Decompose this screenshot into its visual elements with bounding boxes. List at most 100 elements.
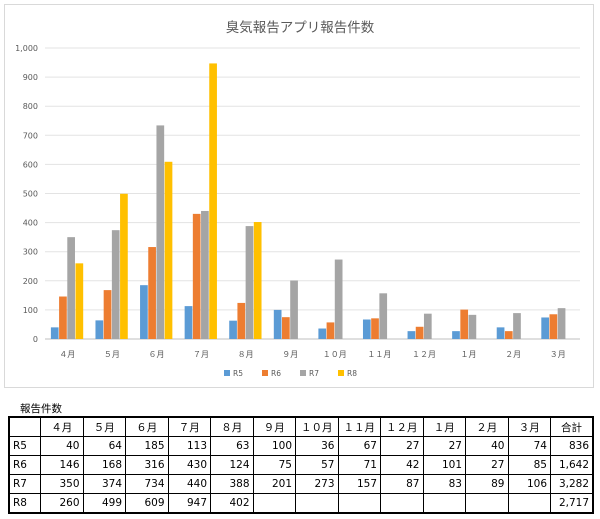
table-cell: 113 <box>167 436 211 456</box>
table-body: R5 40 64 185 113 63 100 36 67 27 27 40 74 836 R6 146 168… <box>8 436 594 514</box>
table-row-label: R6 <box>8 455 41 475</box>
table-cell: 185 <box>125 436 169 456</box>
bar-r8 <box>253 222 262 339</box>
table-cell: 734 <box>125 474 169 494</box>
table-header-cell: １２月 <box>380 416 424 437</box>
bar-r6 <box>415 326 424 339</box>
table-cell: 499 <box>82 493 126 514</box>
y-tick-label: 900 <box>23 73 38 82</box>
bar-r7 <box>156 125 165 339</box>
table-cell <box>295 493 339 514</box>
table-cell <box>380 493 424 514</box>
table-header-cell: １１月 <box>337 416 381 437</box>
table-cell: 74 <box>507 436 551 456</box>
table-cell: 124 <box>210 455 254 475</box>
y-axis-ticks: 0 100 200 300 400 500 600 700 800 900 1,000 <box>15 44 38 344</box>
bar-r5 <box>362 319 371 339</box>
table-total-cell: 3,282 <box>550 474 594 494</box>
table-cell: 609 <box>125 493 169 514</box>
table-cell: 947 <box>167 493 211 514</box>
bar-r8 <box>164 161 173 339</box>
bar-r8 <box>209 63 217 339</box>
y-tick-label: 500 <box>23 190 38 199</box>
bar-r5 <box>184 306 193 339</box>
table-cell: 146 <box>40 455 84 475</box>
table-cell: 168 <box>82 455 126 475</box>
table-cell: 42 <box>380 455 424 475</box>
x-tick-label: １０月 <box>323 350 347 359</box>
table-cell: 106 <box>507 474 551 494</box>
table-cell: 388 <box>210 474 254 494</box>
x-tick-label: ３月 <box>550 350 566 359</box>
table-header-cell: ８月 <box>210 416 254 437</box>
table-total-cell: 2,717 <box>550 493 594 514</box>
bar-r8 <box>120 193 128 339</box>
table-cell <box>507 493 551 514</box>
x-tick-label: １１月 <box>367 350 391 359</box>
bar-r6 <box>549 314 558 339</box>
table-cell: 87 <box>380 474 424 494</box>
bar-r6 <box>103 290 112 339</box>
table-total-cell: 836 <box>550 436 594 456</box>
bar-r5 <box>229 320 237 339</box>
bar-r6 <box>282 317 290 339</box>
x-tick-label: ５月 <box>104 350 120 359</box>
table-header-cell: ４月 <box>40 416 84 437</box>
table-cell: 57 <box>295 455 339 475</box>
table-cell: 75 <box>252 455 296 475</box>
table-row: R6 146 168 316 430 124 75 57 71 42 101 27 85 1,642 <box>8 455 594 475</box>
x-tick-label: ６月 <box>148 350 164 359</box>
table-cell: 157 <box>337 474 381 494</box>
bars <box>50 63 566 339</box>
table-header-row: ４月 ５月 ６月 ７月 ８月 ９月 １０月 １１月 １２月 １月 ２月 ３月 合計 <box>8 416 594 437</box>
bar-r5 <box>273 309 282 339</box>
legend-swatch-r6 <box>262 370 268 376</box>
bar-r7 <box>201 210 209 339</box>
table-row: R5 40 64 185 113 63 100 36 67 27 27 40 74 836 <box>8 436 594 456</box>
bar-r7 <box>111 230 120 339</box>
legend-label-r7: R7 <box>309 369 319 378</box>
table-cell: 440 <box>167 474 211 494</box>
table-header-cell: 合計 <box>550 416 594 437</box>
table-cell <box>465 493 509 514</box>
bar-r6 <box>192 213 201 339</box>
table-cell: 40 <box>465 436 509 456</box>
table-cell: 316 <box>125 455 169 475</box>
bar-r6 <box>148 247 156 339</box>
bar-r5 <box>496 327 505 339</box>
x-tick-label: ２月 <box>505 350 521 359</box>
table-cell: 350 <box>40 474 84 494</box>
bar-r7 <box>379 293 388 339</box>
x-tick-label: ７月 <box>193 350 209 359</box>
y-tick-label: 600 <box>23 160 38 169</box>
table-cell: 374 <box>82 474 126 494</box>
bar-r7 <box>468 314 477 339</box>
y-tick-label: 800 <box>23 102 38 111</box>
y-tick-label: 700 <box>23 131 38 140</box>
bar-r5 <box>318 328 327 339</box>
table-header-cell: ２月 <box>465 416 509 437</box>
y-tick-label: 100 <box>23 306 38 315</box>
table-cell: 36 <box>295 436 339 456</box>
table-cell: 101 <box>422 455 466 475</box>
legend-swatch-r8 <box>338 370 344 376</box>
table-row: R8 260 499 609 947 402 2,717 <box>8 493 594 514</box>
data-table: ４月 ５月 ６月 ７月 ８月 ９月 １０月 １１月 １２月 １月 ２月 ３月 合計 R5 40 64 185 1… <box>8 416 594 514</box>
bar-r7 <box>334 259 343 339</box>
bar-chart: 臭気報告アプリ報告件数 0 100 200 300 400 500 600 700 800 900… <box>15 20 580 378</box>
bar-r7 <box>513 313 521 339</box>
table-header-cell: ９月 <box>252 416 296 437</box>
bar-r5 <box>541 317 550 339</box>
table-row-label: R5 <box>8 436 41 456</box>
y-tick-label: 300 <box>23 248 38 257</box>
legend-label-r8: R8 <box>347 369 357 378</box>
table-cell: 71 <box>337 455 381 475</box>
table-cell: 201 <box>252 474 296 494</box>
bar-r5 <box>95 320 104 339</box>
bar-r6 <box>326 322 335 339</box>
table-cell: 64 <box>82 436 126 456</box>
table-cell <box>252 493 296 514</box>
bar-r5 <box>407 331 416 339</box>
legend-label-r5: R5 <box>233 369 243 378</box>
table-cell: 260 <box>40 493 84 514</box>
